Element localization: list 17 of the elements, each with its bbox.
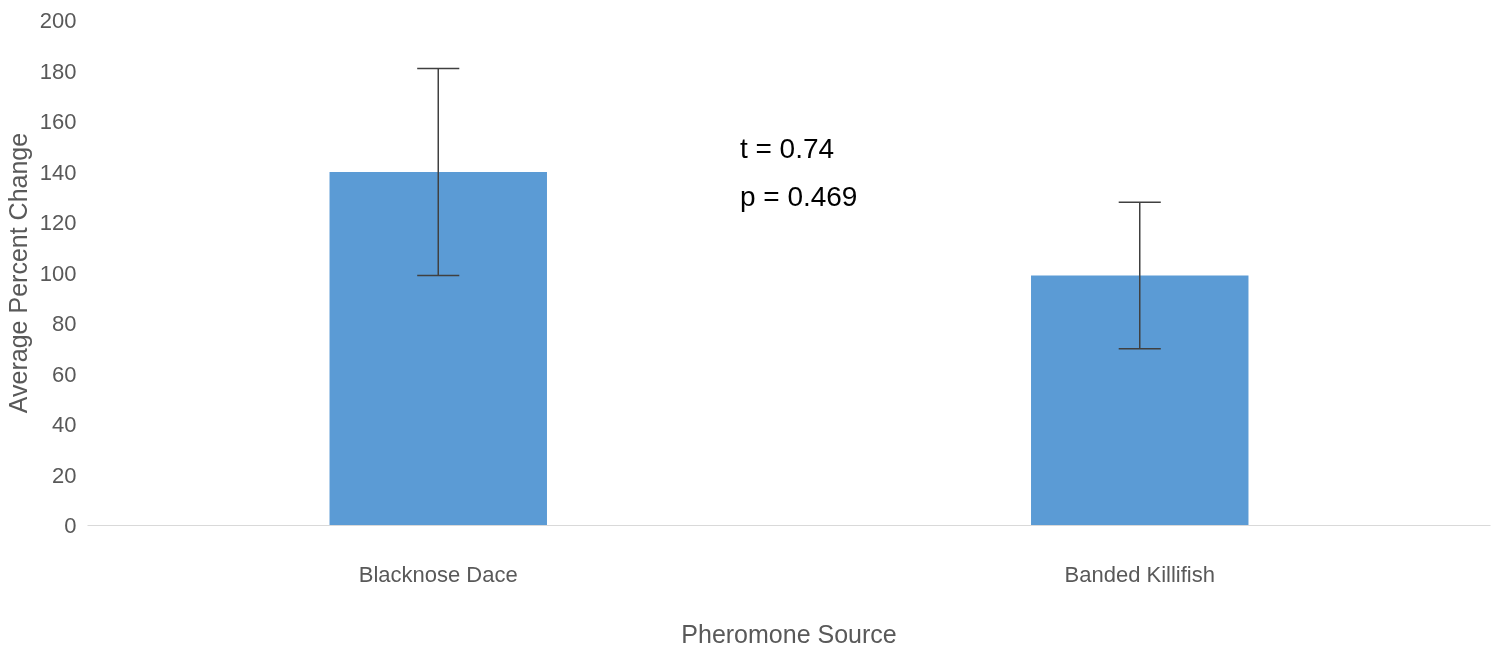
y-tick-label: 80 bbox=[52, 311, 77, 336]
y-tick-label: 60 bbox=[52, 361, 77, 387]
x-tick-label: Banded Killifish bbox=[1064, 561, 1215, 587]
y-tick-label: 20 bbox=[52, 462, 77, 488]
y-tick-label: 200 bbox=[39, 8, 77, 33]
y-tick-label: 40 bbox=[52, 412, 77, 437]
y-tick-label: 0 bbox=[64, 513, 77, 538]
annotation: p = 0.469 bbox=[739, 181, 858, 213]
annotation: t = 0.74 bbox=[739, 133, 835, 165]
x-axis-title: Pheromone Source bbox=[681, 619, 897, 648]
x-tick-label: Blacknose Dace bbox=[358, 561, 518, 587]
y-tick-label: 180 bbox=[39, 58, 77, 84]
y-tick-label: 160 bbox=[39, 109, 77, 134]
y-tick-label: 120 bbox=[39, 210, 77, 235]
y-tick-label: 140 bbox=[39, 159, 77, 185]
y-axis-title: Average Percent Change bbox=[3, 132, 32, 414]
y-tick-label: 100 bbox=[39, 260, 77, 286]
